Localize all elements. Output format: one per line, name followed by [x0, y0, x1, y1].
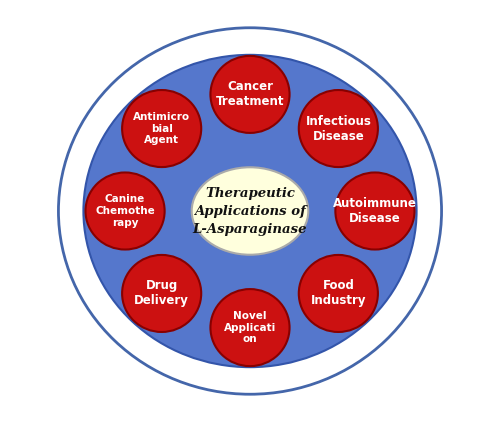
Text: Drug
Delivery: Drug Delivery: [134, 279, 189, 308]
Ellipse shape: [58, 28, 442, 394]
Text: Cancer
Treatment: Cancer Treatment: [216, 81, 284, 108]
Ellipse shape: [122, 255, 201, 332]
Ellipse shape: [192, 167, 308, 255]
Ellipse shape: [336, 173, 414, 249]
Ellipse shape: [84, 55, 416, 367]
Ellipse shape: [86, 173, 164, 249]
Ellipse shape: [210, 289, 290, 366]
Text: Autoimmune
Disease: Autoimmune Disease: [333, 197, 417, 225]
Ellipse shape: [122, 90, 201, 167]
Text: Infectious
Disease: Infectious Disease: [306, 114, 372, 143]
Text: Canine
Chemothe
rapy: Canine Chemothe rapy: [95, 195, 155, 227]
Text: Novel
Applicati
on: Novel Applicati on: [224, 311, 276, 344]
Ellipse shape: [299, 255, 378, 332]
Text: Food
Industry: Food Industry: [310, 279, 366, 308]
Ellipse shape: [210, 56, 290, 133]
Text: Therapeutic
Applications of
L-Asparaginase: Therapeutic Applications of L-Asparagina…: [193, 187, 307, 235]
Text: Antimicro
bial
Agent: Antimicro bial Agent: [133, 112, 190, 145]
Ellipse shape: [299, 90, 378, 167]
